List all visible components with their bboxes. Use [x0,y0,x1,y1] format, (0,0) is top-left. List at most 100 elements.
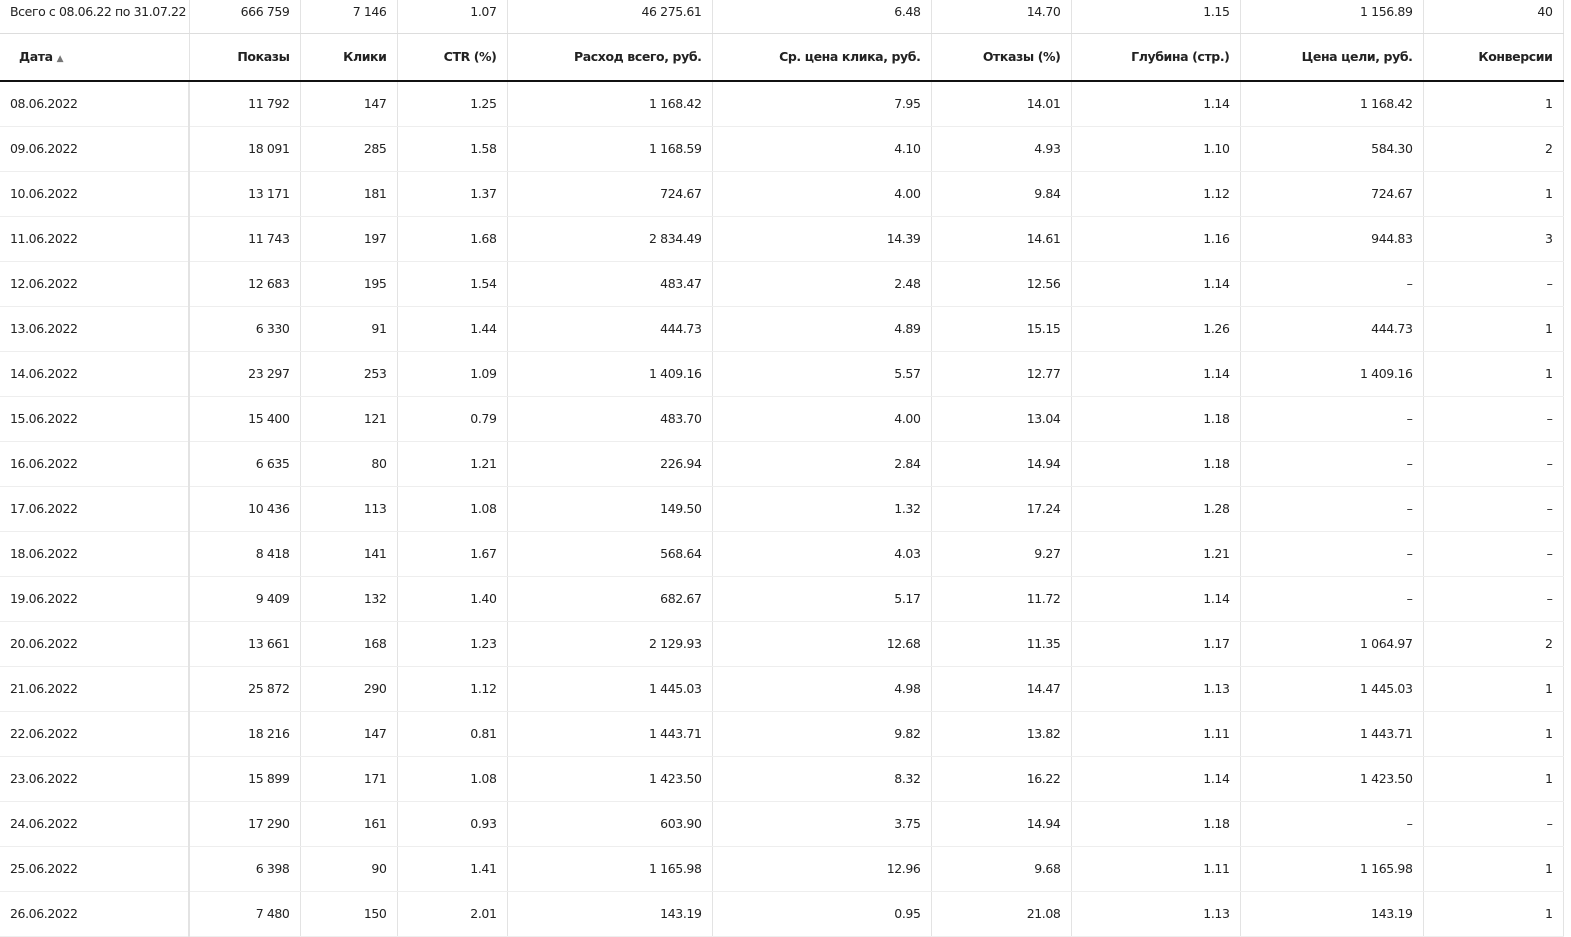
cell-clicks: 80 [300,441,398,487]
column-header-bounce-rate[interactable]: Отказы (%) [931,33,1072,82]
cell-conversions: 2 [1423,126,1564,172]
cell-depth: 1.11 [1071,711,1241,757]
cell-depth: 1.16 [1071,216,1241,262]
cell-goal-cost: 444.73 [1240,306,1424,352]
cell-bounce-rate: 12.56 [931,261,1072,307]
cell-date: 25.06.2022 [0,846,190,892]
column-header-spend[interactable]: Расход всего, руб. [507,33,713,82]
cell-ctr: 1.12 [397,666,508,712]
cell-spend: 483.47 [507,261,713,307]
table-row: 09.06.2022 18 091 285 1.58 1 168.59 4.10 4.93 1… [0,126,1564,172]
cell-conversions: 1 [1423,846,1564,892]
cell-conversions: – [1423,396,1564,442]
cell-conversions: – [1423,531,1564,577]
cell-date: 13.06.2022 [0,306,190,352]
cell-bounce-rate: 15.15 [931,306,1072,352]
cell-clicks: 147 [300,80,398,127]
cell-impressions: 7 480 [189,891,301,937]
cell-conversions: 1 [1423,756,1564,802]
cell-clicks: 161 [300,801,398,847]
cell-conversions: 1 [1423,171,1564,217]
cell-spend: 603.90 [507,801,713,847]
column-header-depth[interactable]: Глубина (стр.) [1071,33,1241,82]
column-header-ctr[interactable]: CTR (%) [397,33,508,82]
cell-date: 12.06.2022 [0,261,190,307]
cell-spend: 724.67 [507,171,713,217]
table-row: 20.06.2022 13 661 168 1.23 2 129.93 12.68 11.3… [0,621,1564,667]
cell-impressions: 15 400 [189,396,301,442]
cell-conversions: 1 [1423,891,1564,937]
total-goal-cost: 1 156.89 [1240,0,1424,34]
cell-bounce-rate: 11.72 [931,576,1072,622]
cell-goal-cost: 944.83 [1240,216,1424,262]
column-header-date[interactable]: Дата ▲ [0,33,190,82]
cell-conversions: 1 [1423,351,1564,397]
table-row: 08.06.2022 11 792 147 1.25 1 168.42 7.95 14.01… [0,80,1564,127]
column-header-avg-cpc[interactable]: Ср. цена клика, руб. [712,33,932,82]
cell-depth: 1.18 [1071,396,1241,442]
cell-date: 17.06.2022 [0,486,190,532]
cell-avg-cpc: 0.95 [712,891,932,937]
cell-avg-cpc: 4.89 [712,306,932,352]
cell-date: 18.06.2022 [0,531,190,577]
cell-bounce-rate: 14.61 [931,216,1072,262]
cell-avg-cpc: 5.17 [712,576,932,622]
cell-impressions: 13 171 [189,171,301,217]
cell-goal-cost: – [1240,801,1424,847]
cell-date: 21.06.2022 [0,666,190,712]
cell-spend: 1 409.16 [507,351,713,397]
column-header-conversions[interactable]: Конверсии [1423,33,1564,82]
cell-depth: 1.17 [1071,621,1241,667]
cell-depth: 1.21 [1071,531,1241,577]
cell-impressions: 8 418 [189,531,301,577]
cell-avg-cpc: 2.84 [712,441,932,487]
cell-bounce-rate: 13.82 [931,711,1072,757]
cell-date: 24.06.2022 [0,801,190,847]
table-row: 19.06.2022 9 409 132 1.40 682.67 5.17 11.72 1.1… [0,576,1564,622]
column-header-label: Дата [19,49,53,64]
cell-impressions: 18 091 [189,126,301,172]
table-row: 22.06.2022 18 216 147 0.81 1 443.71 9.82 13.82… [0,711,1564,757]
cell-avg-cpc: 1.32 [712,486,932,532]
cell-conversions: 1 [1423,306,1564,352]
cell-clicks: 141 [300,531,398,577]
cell-conversions: – [1423,576,1564,622]
cell-impressions: 13 661 [189,621,301,667]
cell-conversions: – [1423,486,1564,532]
cell-depth: 1.10 [1071,126,1241,172]
total-conversions: 40 [1423,0,1564,34]
cell-goal-cost: – [1240,576,1424,622]
cell-avg-cpc: 4.10 [712,126,932,172]
cell-ctr: 1.54 [397,261,508,307]
cell-ctr: 1.40 [397,576,508,622]
cell-spend: 2 129.93 [507,621,713,667]
cell-date: 20.06.2022 [0,621,190,667]
cell-spend: 483.70 [507,396,713,442]
cell-spend: 149.50 [507,486,713,532]
cell-goal-cost: 1 423.50 [1240,756,1424,802]
column-header-impressions[interactable]: Показы [189,33,301,82]
cell-ctr: 0.93 [397,801,508,847]
cell-avg-cpc: 4.03 [712,531,932,577]
cell-spend: 1 423.50 [507,756,713,802]
cell-impressions: 12 683 [189,261,301,307]
cell-avg-cpc: 4.00 [712,396,932,442]
cell-ctr: 1.23 [397,621,508,667]
column-header-goal-cost[interactable]: Цена цели, руб. [1240,33,1424,82]
cell-goal-cost: – [1240,486,1424,532]
table-row: 12.06.2022 12 683 195 1.54 483.47 2.48 12.56 1.… [0,261,1564,307]
cell-spend: 1 445.03 [507,666,713,712]
cell-clicks: 285 [300,126,398,172]
column-header-clicks[interactable]: Клики [300,33,398,82]
cell-avg-cpc: 12.96 [712,846,932,892]
cell-clicks: 132 [300,576,398,622]
cell-impressions: 11 743 [189,216,301,262]
table-row: 14.06.2022 23 297 253 1.09 1 409.16 5.57 12.77… [0,351,1564,397]
cell-ctr: 1.09 [397,351,508,397]
cell-avg-cpc: 14.39 [712,216,932,262]
cell-conversions: 2 [1423,621,1564,667]
cell-avg-cpc: 12.68 [712,621,932,667]
cell-date: 16.06.2022 [0,441,190,487]
cell-impressions: 6 398 [189,846,301,892]
